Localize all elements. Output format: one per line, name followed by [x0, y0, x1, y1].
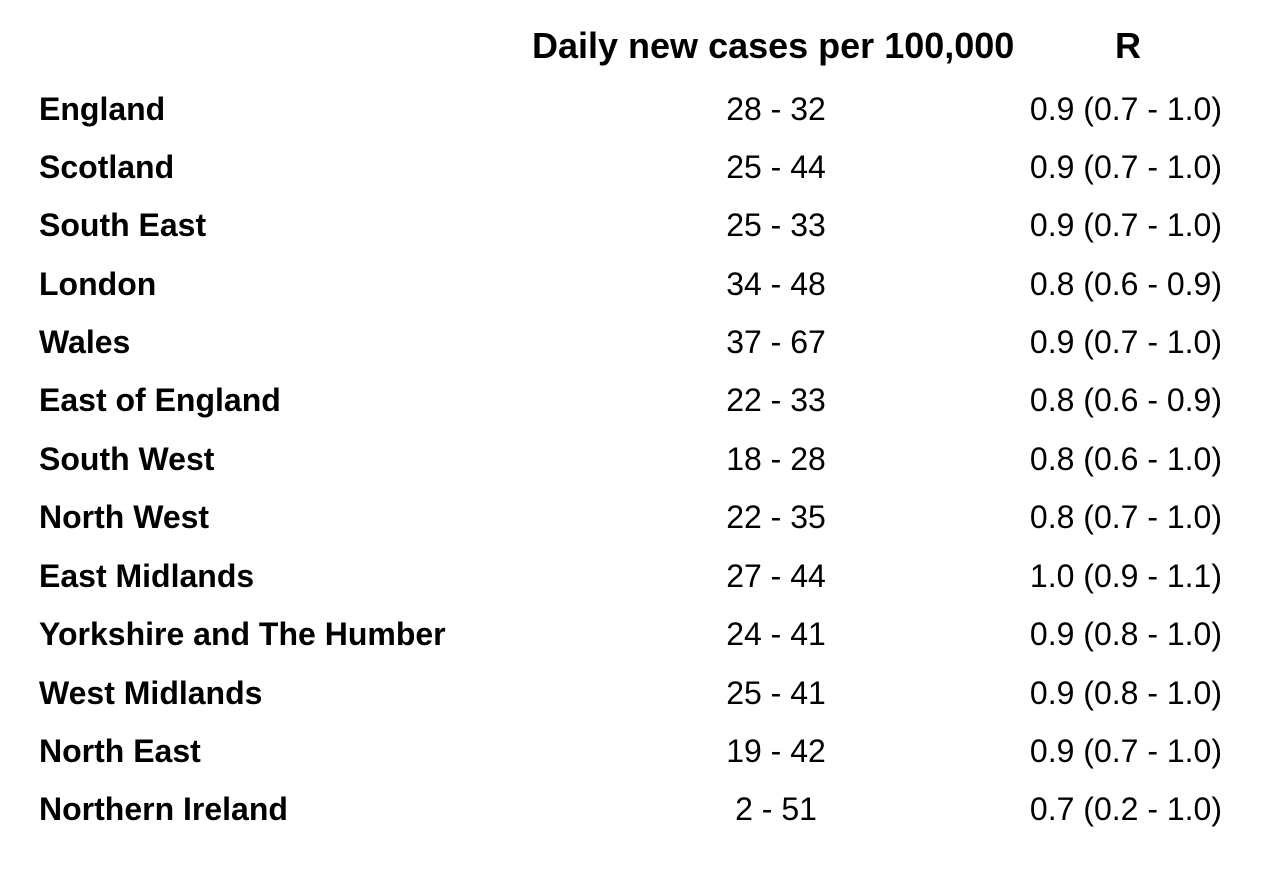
table-row: South East 25 - 33 0.9 (0.7 - 1.0): [0, 205, 1280, 263]
daily-cases-range: 18 - 28: [726, 441, 826, 477]
region-name: North West: [39, 499, 210, 535]
r-value: 1.0 (0.9 - 1.1): [1029, 558, 1222, 594]
region-name: North East: [39, 733, 201, 769]
region-name: Scotland: [39, 149, 175, 185]
r-value: 0.9 (0.7 - 1.0): [1029, 733, 1222, 769]
daily-cases-range: 25 - 41: [726, 675, 826, 711]
daily-cases-range: 27 - 44: [726, 558, 826, 594]
table-row: North West 22 - 35 0.8 (0.7 - 1.0): [0, 497, 1280, 555]
r-value: 0.9 (0.8 - 1.0): [1029, 616, 1222, 652]
r-value: 0.7 (0.2 - 1.0): [1029, 791, 1222, 827]
region-name: Northern Ireland: [39, 791, 288, 827]
r-value: 0.9 (0.8 - 1.0): [1029, 675, 1222, 711]
r-value: 0.9 (0.7 - 1.0): [1029, 91, 1222, 127]
region-name: Yorkshire and The Humber: [39, 616, 446, 652]
daily-cases-range: 22 - 33: [726, 382, 826, 418]
daily-cases-range: 28 - 32: [726, 91, 826, 127]
r-value: 0.9 (0.7 - 1.0): [1029, 149, 1222, 185]
r-value: 0.8 (0.6 - 0.9): [1029, 266, 1222, 302]
region-name: Wales: [39, 324, 131, 360]
daily-cases-range: 24 - 41: [726, 616, 826, 652]
region-name: East Midlands: [39, 558, 255, 594]
table-row: Scotland 25 - 44 0.9 (0.7 - 1.0): [0, 147, 1280, 205]
table-row: South West 18 - 28 0.8 (0.6 - 1.0): [0, 439, 1280, 497]
r-value: 0.9 (0.7 - 1.0): [1029, 207, 1222, 243]
table-row: London 34 - 48 0.8 (0.6 - 0.9): [0, 264, 1280, 322]
table-row: Yorkshire and The Humber 24 - 41 0.9 (0.…: [0, 614, 1280, 672]
table-row: England 28 - 32 0.9 (0.7 - 1.0): [0, 89, 1280, 147]
table-row: North East 19 - 42 0.9 (0.7 - 1.0): [0, 731, 1280, 789]
column-header-daily-cases: Daily new cases per 100,000: [532, 25, 1015, 66]
table-row: West Midlands 25 - 41 0.9 (0.8 - 1.0): [0, 673, 1280, 731]
region-name: London: [39, 266, 157, 302]
daily-cases-range: 19 - 42: [726, 733, 826, 769]
region-name: East of England: [39, 382, 281, 418]
region-name: South West: [39, 441, 215, 477]
daily-cases-range: 37 - 67: [726, 324, 826, 360]
daily-cases-range: 34 - 48: [726, 266, 826, 302]
r-value: 0.8 (0.6 - 0.9): [1029, 382, 1222, 418]
region-name: West Midlands: [39, 675, 263, 711]
region-name: England: [39, 91, 166, 127]
r-value: 0.9 (0.7 - 1.0): [1029, 324, 1222, 360]
r-value: 0.8 (0.7 - 1.0): [1029, 499, 1222, 535]
region-name: South East: [39, 207, 207, 243]
table-row: Northern Ireland 2 - 51 0.7 (0.2 - 1.0): [0, 789, 1280, 847]
table-row: East of England 22 - 33 0.8 (0.6 - 0.9): [0, 380, 1280, 438]
r-value: 0.8 (0.6 - 1.0): [1029, 441, 1222, 477]
daily-cases-range: 22 - 35: [726, 499, 826, 535]
column-header-r: R: [1115, 25, 1141, 66]
daily-cases-range: 25 - 44: [726, 149, 826, 185]
table-row: East Midlands 27 - 44 1.0 (0.9 - 1.1): [0, 556, 1280, 614]
table-row: Wales 37 - 67 0.9 (0.7 - 1.0): [0, 322, 1280, 380]
daily-cases-range: 2 - 51: [735, 791, 817, 827]
daily-cases-range: 25 - 33: [726, 207, 826, 243]
